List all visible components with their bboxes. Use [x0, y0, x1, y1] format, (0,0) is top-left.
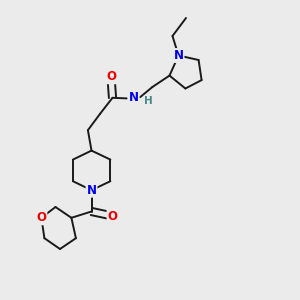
Text: H: H [143, 96, 152, 106]
Text: O: O [36, 211, 46, 224]
Text: O: O [107, 209, 118, 223]
Text: N: N [86, 184, 97, 197]
Text: N: N [128, 91, 139, 104]
Text: O: O [106, 70, 116, 83]
Text: N: N [173, 49, 184, 62]
